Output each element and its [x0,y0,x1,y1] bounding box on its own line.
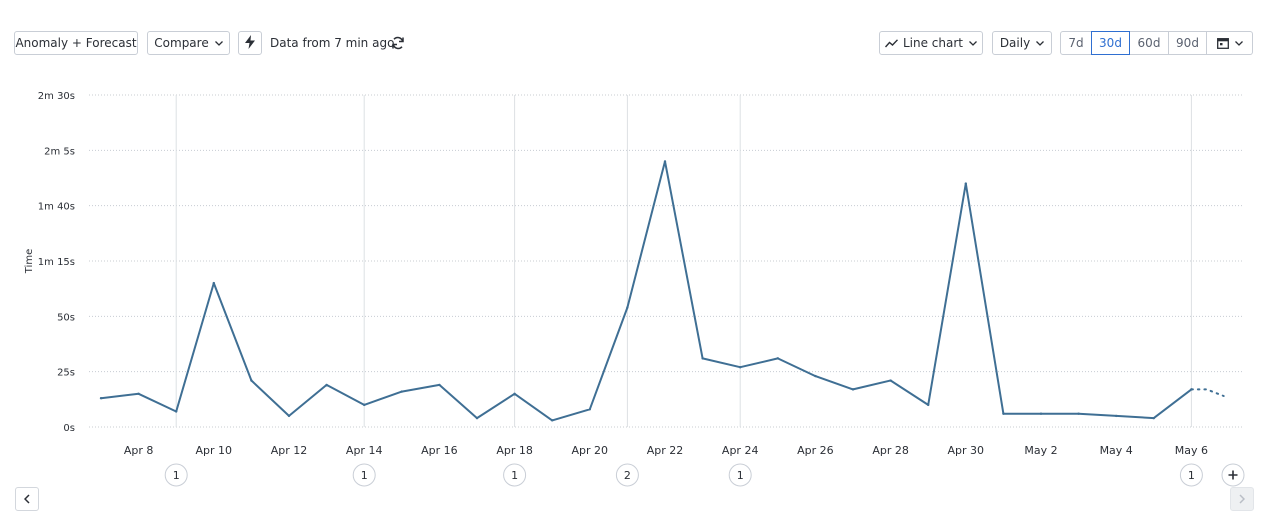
data-point [363,403,366,407]
y-tick-label: 1m 40s [38,202,75,213]
annotation-count: 1 [511,469,518,482]
data-point [814,374,817,378]
annotation-count: 1 [173,469,180,482]
data-point [1039,412,1043,415]
data-point [1077,412,1080,415]
range-7d[interactable]: 7d [1060,31,1092,55]
data-point [212,281,215,285]
range-30d[interactable]: 30d [1091,31,1130,55]
y-tick-label: 2m 5s [44,146,75,157]
data-point [175,410,178,413]
data-point [99,397,103,400]
refresh-icon[interactable] [390,35,406,51]
annotation-marker [503,463,527,487]
chart-type-label: Line chart [902,36,964,50]
annotation-marker [352,463,376,487]
x-tick-label: May 6 [1175,444,1208,457]
data-point [663,160,667,163]
data-point [851,388,855,391]
x-tick-label: May 2 [1024,444,1057,457]
y-tick-label: 50s [57,312,75,323]
data-freshness: Data from 7 min ago [270,36,395,50]
data-point [701,357,704,360]
range-60d[interactable]: 60d [1130,31,1169,55]
data-point [1152,416,1156,420]
chevron-right-icon [1239,494,1245,504]
annotation-count: 1 [1188,469,1195,482]
x-tick-label: Apr 26 [797,444,834,457]
data-point [438,383,441,387]
data-point [137,392,140,395]
x-tick-label: Apr 22 [647,444,684,457]
interval-label: Daily [999,36,1031,50]
annotation-marker [615,463,639,487]
anomaly-forecast-label: Anomaly + Forecast [15,36,137,50]
y-tick-label: 1m 15s [38,257,75,268]
data-point [1115,414,1118,418]
y-tick-label: 2m 30s [38,91,75,102]
annotation-count: 1 [361,469,368,482]
scroll-right-button[interactable] [1230,487,1254,511]
compare-dropdown[interactable]: Compare [147,31,230,55]
data-point [287,414,291,418]
scroll-left-button[interactable] [15,487,39,511]
range-selector: 7d 30d 60d 90d [1060,31,1253,55]
time-line-chart: Time 0s 25s 50s 1m 15s 1m 40s 2m 5s 2m 30s Apr 8… [24,91,1245,487]
forecast-line [1190,388,1225,397]
data-point [551,419,554,422]
plus-icon [1228,470,1238,480]
compare-label: Compare [154,36,209,50]
line-chart-icon [884,38,898,48]
chevron-down-icon [969,40,977,46]
data-point [964,182,967,185]
x-tick-label: Apr 30 [948,444,985,457]
x-tick-label: Apr 24 [722,444,759,457]
data-point [626,306,629,309]
chevron-down-icon [214,40,223,46]
data-point [776,357,779,360]
chart-type-dropdown[interactable]: Line chart [879,31,983,55]
annotation-marker [164,463,188,487]
x-tick-label: Apr 28 [872,444,909,457]
data-point [739,366,742,369]
annotation-marker [1179,463,1203,487]
annotation-count: 2 [624,469,631,482]
data-point [475,416,479,420]
data-point [927,403,930,407]
chevron-down-icon [1036,40,1045,46]
x-tick-label: May 4 [1100,444,1133,457]
data-point [513,392,516,395]
lightning-icon [245,34,255,52]
anomaly-forecast-button[interactable]: Anomaly + Forecast [14,31,138,55]
annotation-count: 1 [737,469,744,482]
x-tick-label: Apr 10 [196,444,233,457]
x-tick-label: Apr 12 [271,444,308,457]
data-point [400,390,403,393]
data-point [889,379,892,382]
y-tick-label: 0s [63,423,75,434]
interval-dropdown[interactable]: Daily [992,31,1052,55]
chevron-down-icon [1234,40,1243,46]
data-point [325,383,328,387]
chevron-left-icon [24,494,30,504]
x-tick-label: Apr 8 [124,444,154,457]
x-tick-label: Apr 18 [496,444,533,457]
y-tick-label: 25s [57,368,75,379]
calendar-icon [1216,37,1229,49]
range-90d[interactable]: 90d [1169,31,1207,55]
data-point [1002,412,1005,415]
calendar-picker[interactable] [1207,31,1253,55]
annotation-marker [728,463,752,487]
data-point [250,379,253,382]
y-axis-label: Time [24,249,35,274]
x-tick-label: Apr 14 [346,444,383,457]
lightning-button[interactable] [238,31,262,55]
x-tick-label: Apr 16 [421,444,458,457]
data-point [588,408,591,411]
time-series-line [100,160,1193,422]
x-tick-label: Apr 20 [572,444,609,457]
